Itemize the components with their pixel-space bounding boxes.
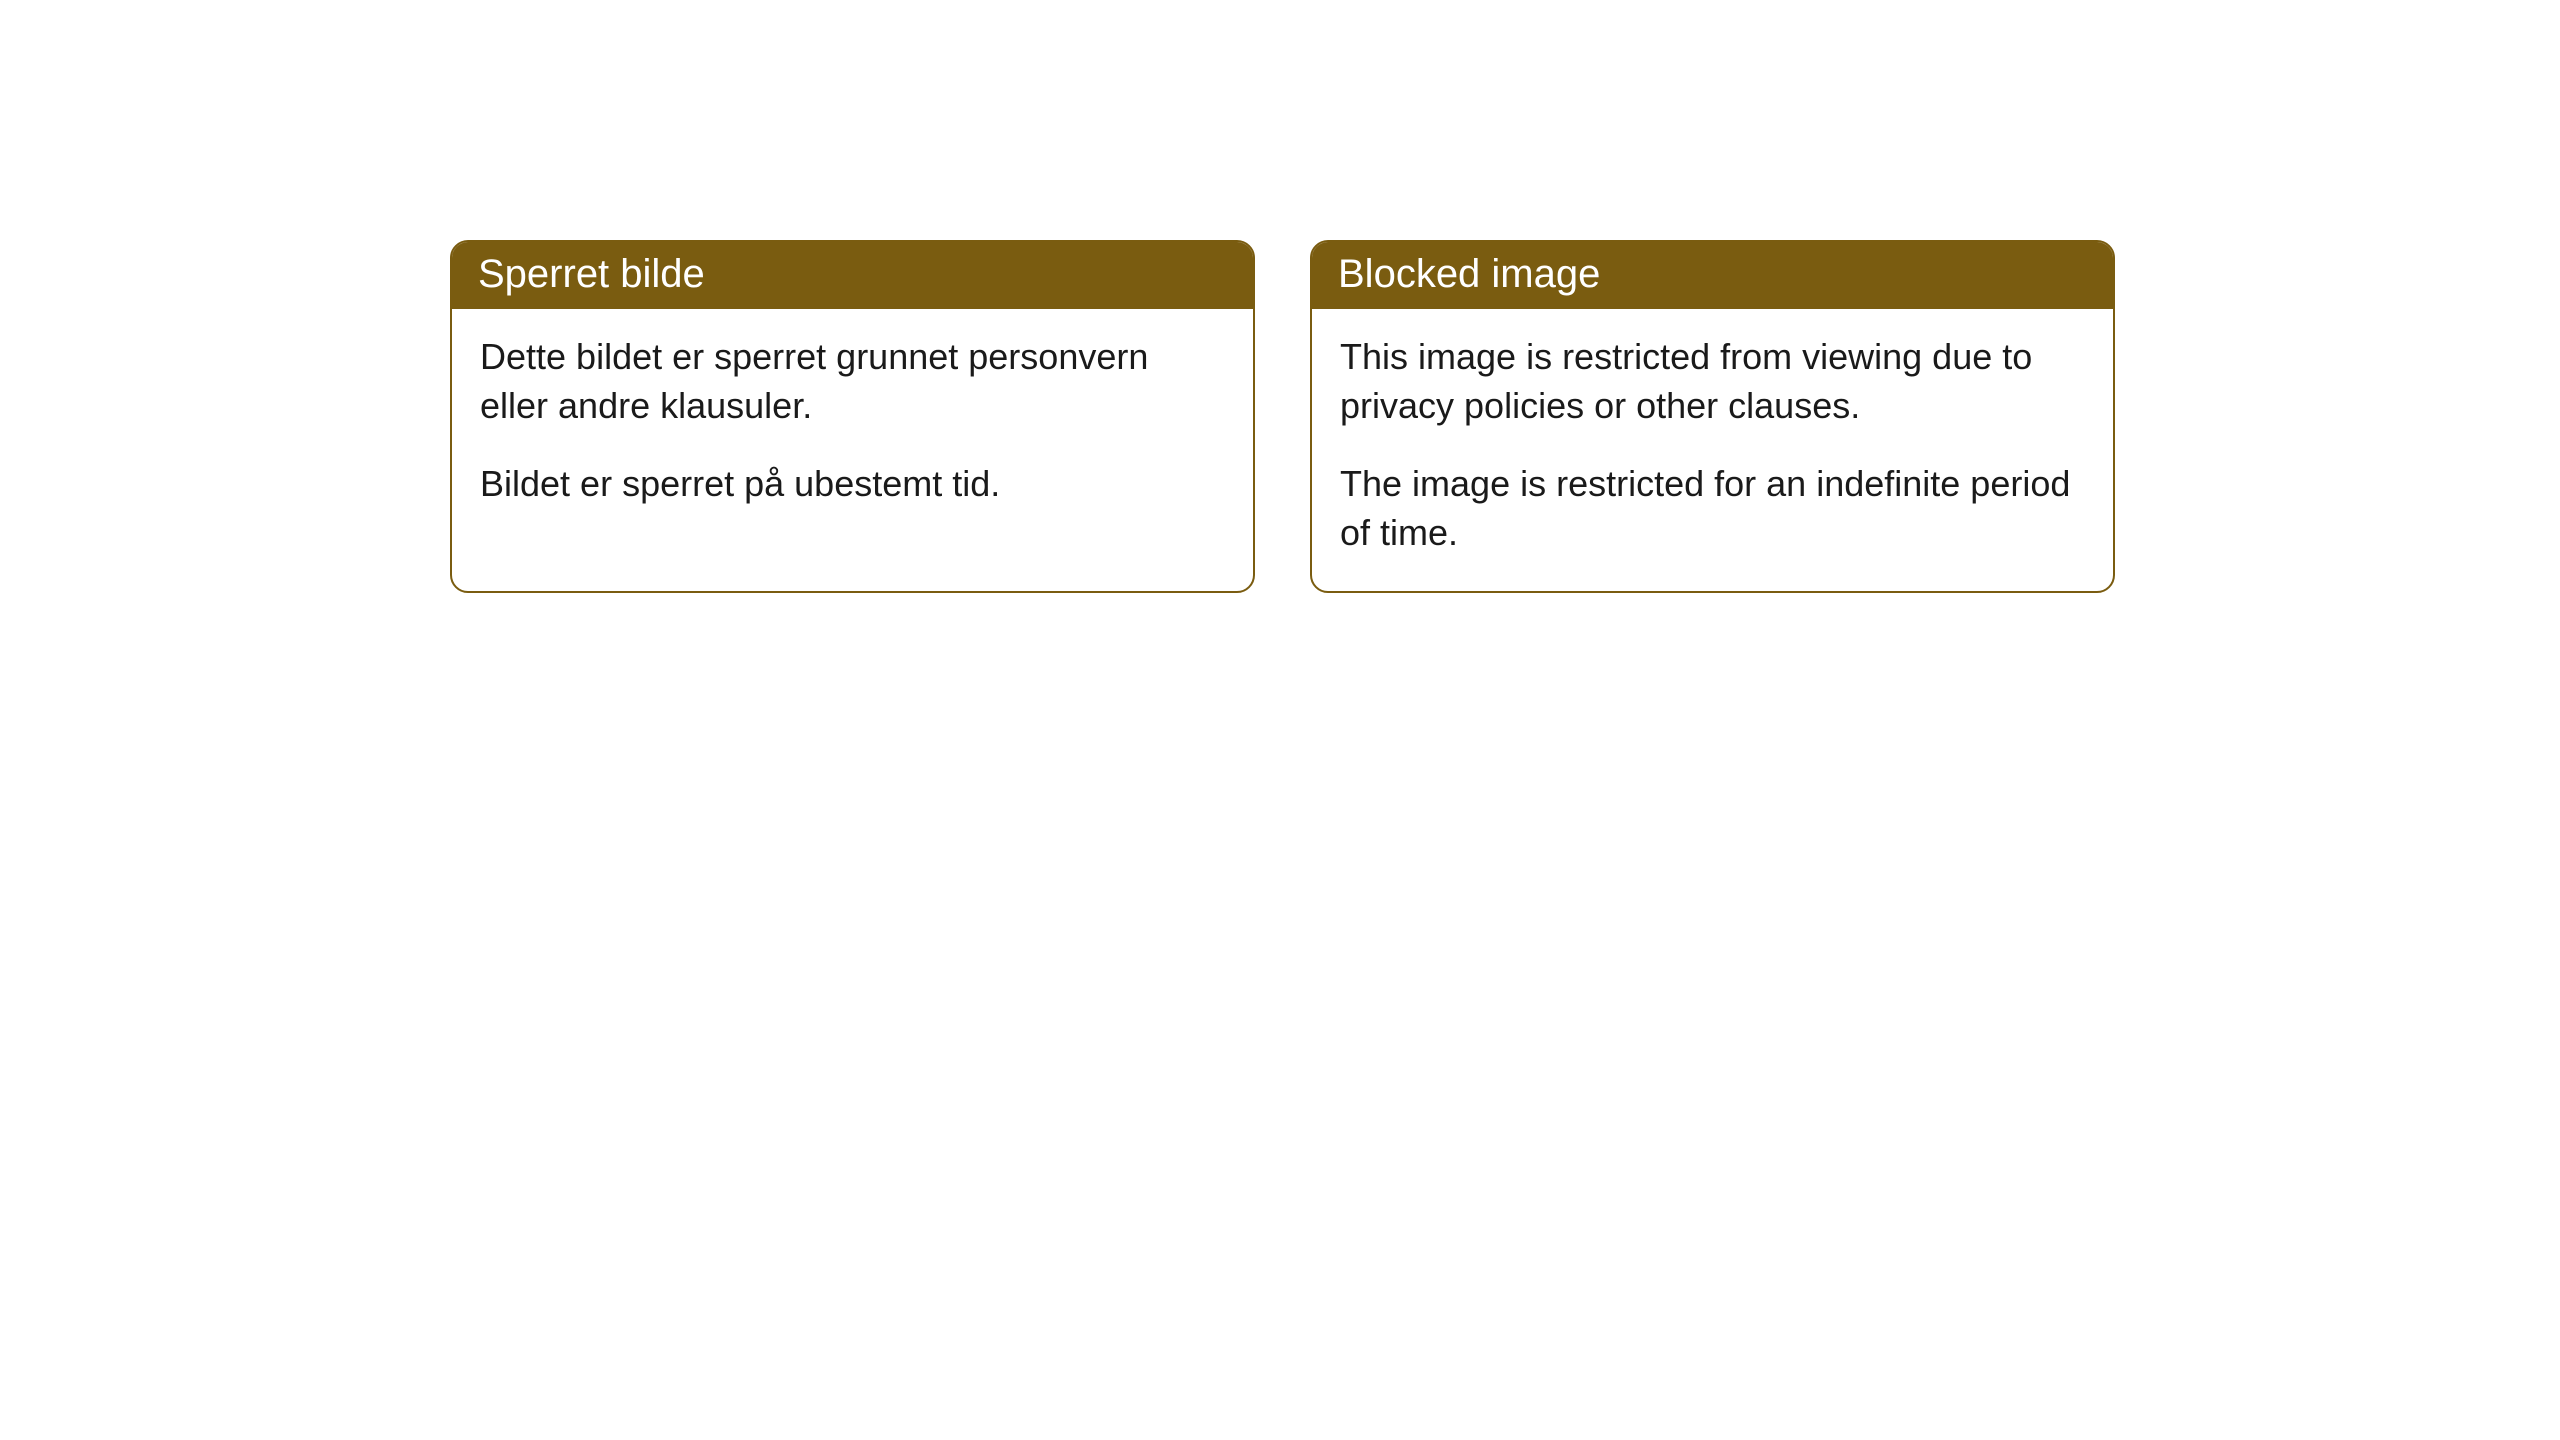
card-paragraph: Dette bildet er sperret grunnet personve… (480, 333, 1225, 430)
blocked-image-card-norwegian: Sperret bilde Dette bildet er sperret gr… (450, 240, 1255, 593)
card-body: Dette bildet er sperret grunnet personve… (452, 309, 1253, 543)
blocked-image-card-english: Blocked image This image is restricted f… (1310, 240, 2115, 593)
card-header: Sperret bilde (452, 242, 1253, 309)
card-paragraph: Bildet er sperret på ubestemt tid. (480, 460, 1225, 509)
notice-cards-container: Sperret bilde Dette bildet er sperret gr… (450, 240, 2115, 593)
card-body: This image is restricted from viewing du… (1312, 309, 2113, 591)
card-paragraph: The image is restricted for an indefinit… (1340, 460, 2085, 557)
card-header: Blocked image (1312, 242, 2113, 309)
card-paragraph: This image is restricted from viewing du… (1340, 333, 2085, 430)
